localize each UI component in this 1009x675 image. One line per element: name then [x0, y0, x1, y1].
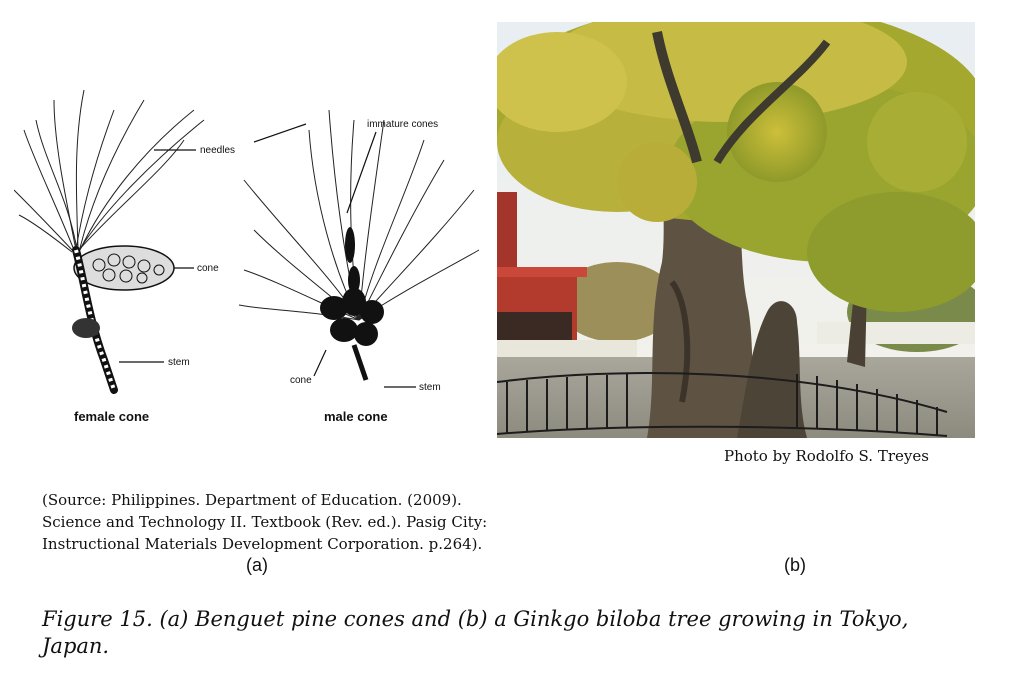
male-stem: [351, 344, 369, 381]
sub-label-b: (b): [784, 555, 806, 575]
female-cone-caption: female cone: [74, 409, 149, 424]
sub-label-a: (a): [246, 555, 268, 575]
caption-line: Japan.: [42, 634, 110, 658]
source-line: Instructional Materials Development Corp…: [42, 535, 483, 553]
caption-line: Figure 15. (a) Benguet pine cones and (b…: [42, 607, 909, 631]
source-line: Science and Technology II. Textbook (Rev…: [42, 513, 488, 531]
source-citation: (Source: Philippines. Department of Educ…: [42, 489, 487, 555]
photo-credit: Photo by Rodolfo S. Treyes: [724, 447, 929, 465]
male-needles: [238, 109, 480, 321]
ginkgo-photo-art: [497, 22, 975, 438]
figure-caption: Figure 15. (a) Benguet pine cones and (b…: [42, 606, 962, 660]
female-needles: [13, 89, 205, 253]
male-cone-cluster: [320, 227, 384, 346]
male-cone-caption: male cone: [324, 409, 388, 424]
pine-cones-drawing: needles immature cones cone stem cone st…: [13, 89, 480, 424]
label-immature-cones: immature cones: [367, 119, 438, 130]
pine-cones-illustration: needles immature cones cone stem cone st…: [13, 80, 484, 430]
source-line: (Source: Philippines. Department of Educ…: [42, 491, 462, 509]
label-female-stem: stem: [168, 357, 190, 368]
label-male-cone: cone: [290, 375, 312, 386]
female-cone-small: [72, 318, 100, 338]
label-male-stem: stem: [419, 382, 441, 393]
ginkgo-tree-photo: [497, 22, 975, 438]
female-cone-shape: [73, 245, 175, 291]
label-needles: needles: [200, 145, 235, 156]
label-female-cone: cone: [197, 263, 219, 274]
iron-fence: [497, 372, 948, 437]
